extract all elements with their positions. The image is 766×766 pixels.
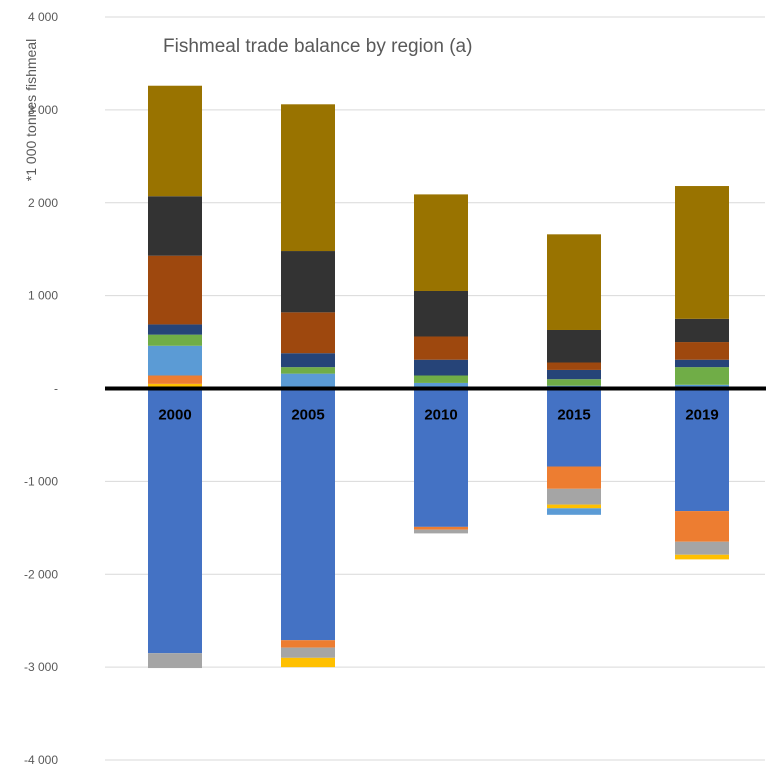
bars xyxy=(148,85,729,669)
bar-segment xyxy=(148,653,202,669)
bar-segment xyxy=(675,367,729,385)
bar-segment xyxy=(414,194,468,291)
bar-segment xyxy=(547,508,601,515)
bar-segment xyxy=(281,373,335,389)
bar-segment xyxy=(547,234,601,330)
y-tick-label: 4 000 xyxy=(28,10,58,24)
bar-segment xyxy=(675,359,729,368)
bar-segment xyxy=(675,554,729,560)
bar-segment xyxy=(675,318,729,343)
y-tick-label: - xyxy=(54,382,58,396)
y-tick-label: 2 000 xyxy=(28,196,58,210)
bar-segment xyxy=(281,312,335,354)
bar-segment xyxy=(281,657,335,668)
bar-segment xyxy=(281,367,335,374)
y-axis-ticks: 4 000 3 000 2 000 1 000 - -1 000 -2 000 -3 000 -… xyxy=(24,10,58,766)
bar-segment xyxy=(414,290,468,337)
bar-segment xyxy=(281,353,335,368)
y-axis-label: *1 000 tonnes fishmeal xyxy=(23,39,39,181)
y-tick-label: -4 000 xyxy=(24,753,58,766)
bar-segment xyxy=(547,329,601,363)
bar-segment xyxy=(547,369,601,380)
bar-segment xyxy=(281,640,335,648)
bar-segment xyxy=(414,529,468,534)
bar-segment xyxy=(547,504,601,509)
category-label: 2010 xyxy=(424,407,457,424)
bar-segment xyxy=(148,388,202,654)
bar-segment xyxy=(547,379,601,386)
bar-segment xyxy=(675,511,729,542)
category-label: 2015 xyxy=(557,407,590,424)
y-tick-label: -2 000 xyxy=(24,567,58,581)
bar-segment xyxy=(148,85,202,197)
bar-segment xyxy=(414,359,468,376)
bar-segment xyxy=(148,334,202,346)
category-label: 2005 xyxy=(291,407,324,424)
category-labels: 2000 2005 2010 2015 2019 xyxy=(158,407,718,424)
chart-title: Fishmeal trade balance by region (a) xyxy=(163,36,472,57)
bar-segment xyxy=(281,388,335,641)
bar-segment xyxy=(281,251,335,313)
bar-segment xyxy=(547,388,601,467)
y-tick-label: -1 000 xyxy=(24,474,58,488)
bar-segment xyxy=(148,324,202,335)
bar-segment xyxy=(547,362,601,370)
bar-segment xyxy=(414,382,468,389)
y-tick-label: -3 000 xyxy=(24,660,58,674)
bar-segment xyxy=(675,541,729,555)
bar-segment xyxy=(414,375,468,383)
y-tick-label: 1 000 xyxy=(28,289,58,303)
bar-segment xyxy=(148,196,202,256)
bar-segment xyxy=(675,388,729,512)
bar-segment xyxy=(148,345,202,376)
category-label: 2019 xyxy=(685,407,718,424)
bar-segment xyxy=(148,383,202,389)
category-label: 2000 xyxy=(158,407,191,424)
bar-segment xyxy=(675,186,729,319)
y-tick-label: 3 000 xyxy=(28,103,58,117)
bar-segment xyxy=(547,466,601,489)
bar-segment xyxy=(414,388,468,527)
bar-segment xyxy=(281,104,335,252)
bar-segment xyxy=(148,255,202,325)
bar-segment xyxy=(281,647,335,658)
bar-segment xyxy=(148,375,202,384)
bar-segment xyxy=(414,526,468,530)
bar-segment xyxy=(547,488,601,505)
bar-segment xyxy=(414,336,468,360)
bar-segment xyxy=(675,342,729,360)
